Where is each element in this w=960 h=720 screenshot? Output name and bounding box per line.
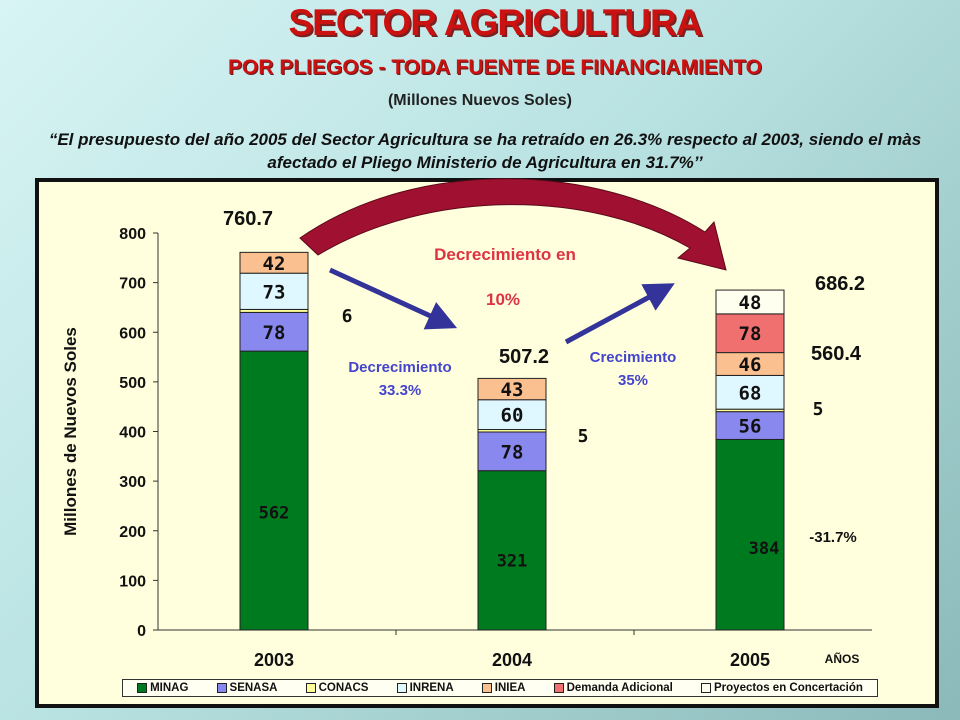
units-label: (Millones Nuevos Soles) [387,92,573,109]
legend-swatch [137,683,148,693]
bar-value-label: 73 [263,281,286,303]
bar-value-label: 43 [501,379,524,401]
y-tick-label: 0 [137,623,146,640]
bar-value-label: 42 [263,253,286,275]
bar-value-label: 384 [749,539,780,559]
legend-label: SENASA [229,682,278,694]
subtotal-label: 560.4 [811,343,862,365]
y-tick-label: 600 [119,325,146,342]
x-tick-label: 2005 [730,650,770,670]
legend-item: Demanda Adicional [553,682,673,694]
bar-value-label: 56 [739,416,762,438]
x-axis-title: AÑOS [825,651,860,666]
legend-item: SENASA [216,682,278,694]
y-tick-label: 800 [119,226,146,243]
legend-swatch [481,683,492,693]
conacs-value-label: 5 [813,399,824,420]
legend-label: MINAG [150,682,189,694]
y-tick-label: 300 [119,474,146,491]
y-tick-label: 100 [119,573,146,590]
legend-item: Proyectos en Concertación [701,682,863,694]
bar-segment-demanda-adicional [715,313,785,354]
legend-swatch [396,683,407,693]
bar-segment-senasa [477,431,547,472]
legend-swatch [216,683,227,693]
bar-value-label: 78 [501,441,524,463]
bar-total-label: 507.2 [499,346,549,368]
legend-label: INIEA [494,682,526,694]
growth-2005-label: Crecimiento [590,349,677,366]
minag-change-label: -31.7% [809,529,857,546]
conacs-value-label: 5 [578,426,589,447]
decrease-2004-label: Decrecimiento [348,359,451,376]
legend-item: INRENA [396,682,454,694]
decrease-arrow [328,267,458,330]
bar-value-label: 562 [259,503,290,523]
legend-label: INRENA [409,682,454,694]
legend-item: INIEA [481,682,526,694]
page-subtitle: POR PLIEGOS - TODA FUENTE DE FINANCIAMIE… [228,56,762,79]
legend-label: Demanda Adicional [566,682,673,694]
bar-segment-iniea [477,377,547,401]
y-tick-label: 700 [119,276,146,293]
bar-segment-inrena [477,399,547,431]
y-tick-label: 200 [119,524,146,541]
decrease-2004-pct: 33.3% [379,382,422,399]
legend-swatch [553,683,564,693]
legend-item: CONACS [305,682,369,694]
page-title: SECTOR AGRICULTURA [288,2,703,43]
decrease-total-label: Decrecimiento en [434,245,576,264]
x-tick-label: 2004 [492,650,532,670]
bar-total-label: 686.2 [815,273,865,295]
bar-segment-minag [239,350,309,631]
decrease-total-pct: 10% [486,290,520,309]
bar-value-label: 46 [739,354,762,376]
legend-label: Proyectos en Concertación [714,682,863,694]
legend-swatch [701,683,711,693]
growth-2005-pct: 35% [618,372,648,389]
conacs-value-label: 6 [342,306,353,327]
legend-item: MINAG [137,682,188,694]
bar-value-label: 321 [497,551,528,571]
bar-value-label: 48 [739,292,762,314]
bar-value-label: 78 [739,323,762,345]
y-axis-title: Millones de Nuevos Soles [61,327,80,536]
bar-segment-senasa [239,311,309,352]
legend-swatch [305,683,316,693]
bar-value-label: 68 [739,382,762,404]
bar-segment-inrena [239,272,309,310]
bar-segment-inrena [715,374,785,410]
bar-segment-iniea [239,251,309,274]
decrease-arc-arrow [299,178,727,271]
chart-legend: MINAG SENASA CONACS INRENA INIEA Demanda Adic… [122,679,878,697]
y-tick-label: 500 [119,375,146,392]
bar-segment-minag [477,470,547,631]
bar-total-label: 760.7 [223,208,273,230]
legend-label: CONACS [318,682,369,694]
bar-value-label: 78 [263,322,286,344]
summary-quote: “El presupuesto del año 2005 del Sector … [48,130,922,172]
bar-segment-proyectos-en-concertación [715,289,785,315]
bar-value-label: 60 [501,405,524,427]
y-tick-label: 400 [119,425,146,442]
x-tick-label: 2003 [254,650,294,670]
growth-arrow [564,283,675,345]
bar-segment-minag [715,438,785,631]
bar-segment-senasa [715,411,785,440]
